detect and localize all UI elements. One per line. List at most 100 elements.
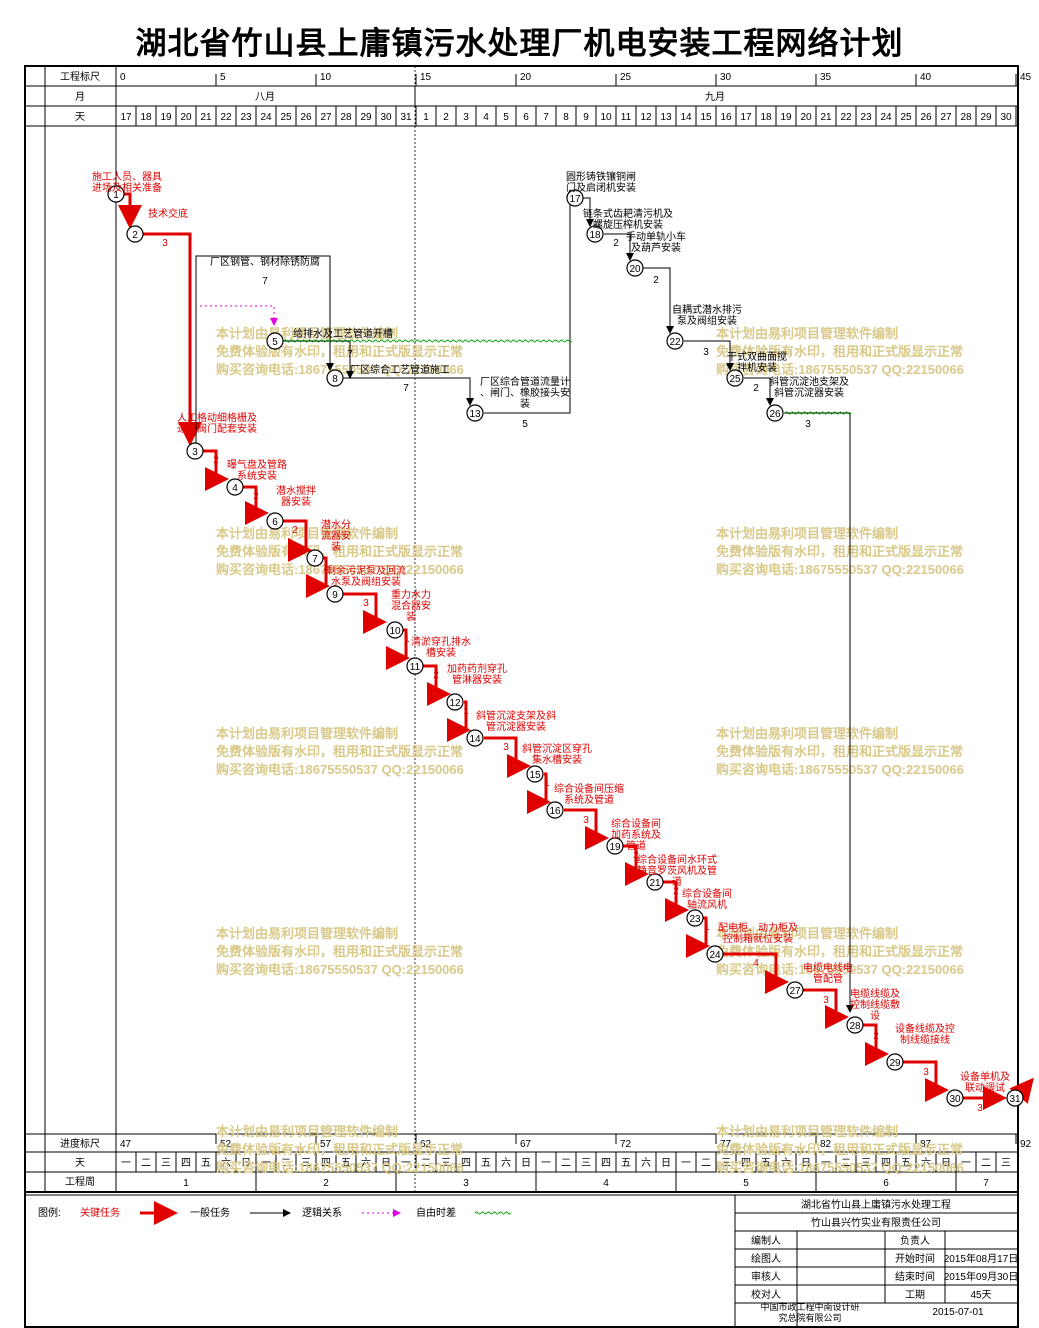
- task-label: 设备线缆及控: [895, 1022, 955, 1035]
- weekday-label: 日: [941, 1158, 951, 1169]
- day-label: 16: [720, 112, 732, 123]
- info-cell: 开始时间: [895, 1252, 935, 1265]
- watermark-text: 免费体验版有水印，租用和正式版显示正常: [716, 1142, 963, 1157]
- node-circle: [266, 332, 284, 350]
- day-label: 27: [940, 112, 952, 123]
- task-duration: 5: [522, 419, 528, 430]
- progress-tick-label: 87: [920, 1139, 932, 1150]
- weekday-label: 二: [561, 1158, 571, 1169]
- weekday-label: 日: [381, 1158, 391, 1169]
- info-cell: 2015年08月17日: [944, 1252, 1019, 1265]
- weekday-label: 五: [201, 1158, 211, 1169]
- task-label: 槽安装: [426, 646, 456, 659]
- legend-label: 图例:: [38, 1206, 61, 1219]
- scale-tick-label: 20: [520, 72, 532, 83]
- watermark-text: 免费体验版有水印，租用和正式版显示正常: [216, 1142, 463, 1157]
- progress-tick-label: 62: [420, 1139, 432, 1150]
- day-label: 18: [140, 112, 152, 123]
- info-cell: 负责人: [900, 1234, 930, 1247]
- task-duration: 2: [873, 1031, 879, 1042]
- free-float-line: [474, 1211, 512, 1215]
- weekday-label: 日: [661, 1158, 671, 1169]
- node-circle: [666, 332, 684, 350]
- task-label: 加药系统及: [611, 828, 661, 841]
- task-label: 进场及相关准备: [92, 181, 162, 194]
- day-label: 19: [780, 112, 792, 123]
- week-label: 5: [743, 1178, 749, 1189]
- critical-arrow: [283, 519, 312, 562]
- task-duration: 3: [823, 995, 829, 1006]
- task-duration: 2: [753, 383, 759, 394]
- weekday-label: 六: [501, 1157, 511, 1169]
- node-circle: [126, 225, 144, 243]
- day-label: 20: [180, 112, 192, 123]
- scale-tick-label: 0: [120, 72, 126, 83]
- task-duration: 3: [162, 238, 168, 249]
- day-label: 5: [503, 112, 509, 123]
- critical-arrow: [143, 232, 202, 446]
- week-label: 1: [183, 1178, 189, 1189]
- day-label: 26: [920, 112, 932, 123]
- node-label: 25: [729, 374, 741, 385]
- critical-arrow: [423, 664, 451, 706]
- critical-arrow: [203, 449, 229, 491]
- task-arrow: [744, 377, 774, 406]
- watermark-text: 免费体验版有水印，租用和正式版显示正常: [216, 944, 463, 959]
- node-circle: [566, 189, 584, 207]
- node-circle: [726, 369, 744, 387]
- day-label: 26: [300, 112, 312, 123]
- watermark-text: 免费体验版有水印，租用和正式版显示正常: [216, 744, 463, 759]
- weekday-label: 五: [901, 1158, 911, 1169]
- day-label: 31: [400, 112, 412, 123]
- day-label: 7: [543, 112, 549, 123]
- task-label: 联动调试: [965, 1081, 1005, 1094]
- task-duration: 1: [404, 634, 410, 645]
- watermark-text: 购买咨询电话:18675550537 QQ:22150066: [216, 1160, 464, 1175]
- info-cell: 45天: [970, 1290, 991, 1301]
- weekday-label: 五: [621, 1158, 631, 1169]
- task-label: 控制线缆敷: [850, 998, 900, 1011]
- node-label: 20: [629, 264, 641, 275]
- day-label: 17: [120, 112, 132, 123]
- weekday-label: 一: [401, 1158, 411, 1169]
- task-label: 进水阀门配套安装: [177, 422, 257, 435]
- node-circle: [646, 873, 664, 891]
- critical-arrow: [903, 1060, 949, 1102]
- legend-critical-text: 关键任务: [80, 1206, 120, 1219]
- node-label: 17: [569, 194, 581, 205]
- critical-arrow: [686, 916, 710, 958]
- watermark-text: 本计划由易利项目管理软件编制: [716, 326, 898, 341]
- weekday-label: 三: [301, 1158, 311, 1169]
- task-label: 综合设备间水环式: [637, 853, 717, 866]
- scale-tick-label: 30: [720, 72, 732, 83]
- task-label: 轴流风机: [687, 898, 727, 911]
- weekday-label: 一: [681, 1158, 691, 1169]
- task-duration: 3: [503, 742, 509, 753]
- day-label: 2: [443, 112, 449, 123]
- day-label: 24: [880, 112, 892, 123]
- task-duration: 4: [753, 958, 759, 969]
- info-cell: 编制人: [751, 1234, 781, 1247]
- task-label: 及葫芦安装: [631, 241, 681, 254]
- progress-tick-label: 67: [520, 1139, 532, 1150]
- task-label: 斜管沉淀器安装: [774, 386, 844, 399]
- weekday-label: 三: [581, 1158, 591, 1169]
- watermark-text: 本计划由易利项目管理软件编制: [716, 726, 898, 741]
- task-label: 厂区钢管、钢材除锈防腐: [210, 255, 320, 268]
- day-label: 12: [640, 112, 652, 123]
- task-label: 斜管沉淀池支架及: [769, 375, 849, 388]
- weekday-label: 日: [801, 1158, 811, 1169]
- watermark-text: 免费体验版有水印，租用和正式版显示正常: [716, 744, 963, 759]
- info-company: 竹山县兴竹实业有限责任公司: [811, 1216, 941, 1229]
- task-duration: 1: [704, 922, 710, 933]
- task-duration: 2: [433, 670, 439, 681]
- day-label: 17: [740, 112, 752, 123]
- info-institute: 究总院有限公司: [778, 1312, 841, 1323]
- day-label: 6: [523, 112, 529, 123]
- node-label: 11: [410, 662, 421, 673]
- task-duration: 2: [613, 238, 619, 249]
- scale-tick-label: 10: [320, 72, 332, 83]
- task-label: 手动单轨小车: [626, 230, 686, 243]
- scale-tick-label: 45: [1020, 72, 1032, 83]
- task-label: 系统安装: [237, 469, 277, 482]
